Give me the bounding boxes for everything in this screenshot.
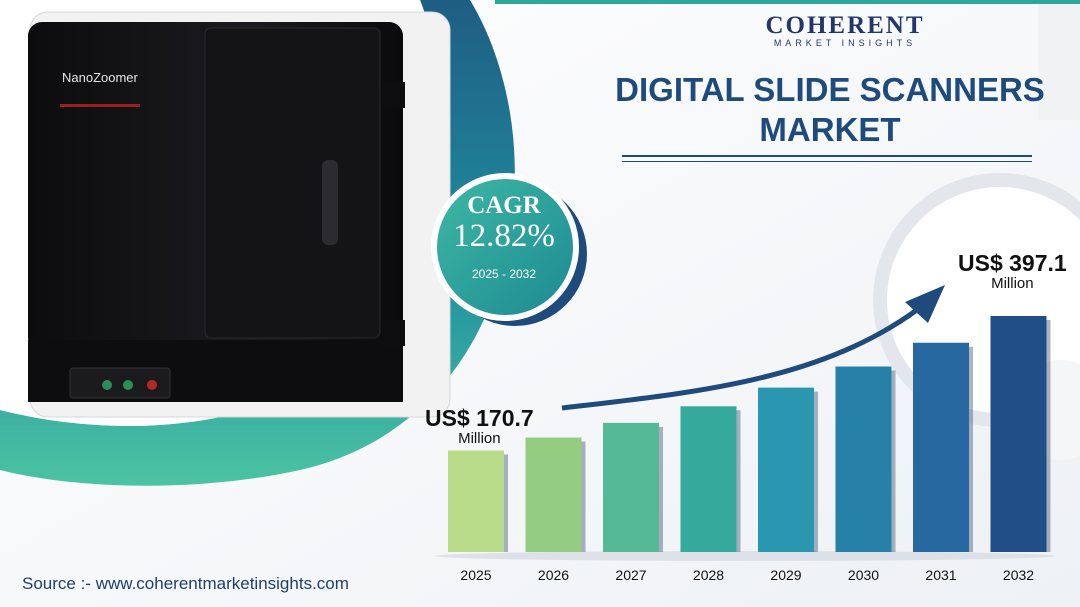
bar-2029 bbox=[758, 387, 814, 552]
bar-shadow bbox=[736, 410, 741, 552]
tick-label-2031: 2031 bbox=[925, 567, 956, 583]
trend-arrowhead bbox=[905, 285, 945, 323]
x-axis-ticks: 2025 2026 2027 2028 2029 2030 2031 2032 bbox=[460, 567, 1034, 583]
bar-shadow bbox=[1046, 320, 1051, 552]
bars-group bbox=[435, 316, 1055, 561]
bar-shadow bbox=[504, 454, 508, 552]
bar-shadow bbox=[814, 391, 818, 552]
start-amount: US$ 170.7 bbox=[425, 405, 534, 431]
cagr-value: 12.82% bbox=[453, 218, 555, 254]
cagr-label: CAGR bbox=[467, 192, 541, 219]
cagr-period: 2025 - 2032 bbox=[471, 267, 537, 281]
end-amount: US$ 397.1 bbox=[958, 250, 1067, 276]
bar-shadow bbox=[659, 426, 663, 552]
bar-2026 bbox=[525, 437, 582, 552]
brand-name: COHERENT bbox=[765, 12, 925, 39]
tick-label-2025: 2025 bbox=[460, 567, 491, 583]
chart-floor-shadow bbox=[435, 551, 1055, 561]
end-unit: Million bbox=[991, 275, 1034, 292]
title-divider bbox=[622, 155, 1032, 157]
device-brand-mark: NanoZoomer bbox=[62, 70, 139, 85]
tick-label-2029: 2029 bbox=[770, 567, 801, 583]
tick-label-2027: 2027 bbox=[615, 567, 646, 583]
tick-label-2032: 2032 bbox=[1003, 567, 1034, 583]
bar-2031 bbox=[913, 342, 969, 552]
tick-label-2026: 2026 bbox=[538, 567, 569, 583]
start-value-label: US$ 170.7 Million bbox=[425, 405, 534, 447]
bar-2030 bbox=[835, 366, 892, 552]
bar-2032 bbox=[990, 316, 1047, 552]
bar-2025 bbox=[448, 450, 504, 552]
tick-label-2030: 2030 bbox=[848, 567, 879, 583]
trend-arrow bbox=[561, 298, 932, 411]
bar-shadow bbox=[581, 441, 586, 552]
end-value-label: US$ 397.1 Million bbox=[958, 250, 1067, 292]
bar-shadow bbox=[969, 346, 973, 552]
bar-shadow bbox=[891, 370, 896, 552]
title-divider-thin bbox=[622, 161, 1032, 162]
source-link[interactable]: Source :- www.coherentmarketinsights.com bbox=[22, 574, 349, 593]
tick-label-2028: 2028 bbox=[693, 567, 724, 583]
bar-2027 bbox=[603, 422, 659, 552]
page-title: DIGITAL SLIDE SCANNERS MARKET bbox=[615, 71, 1045, 148]
slide-scanner-image: NanoZoomer bbox=[28, 11, 451, 418]
cagr-badge: CAGR 12.82% 2025 - 2032 bbox=[425, 180, 583, 310]
bar-2028 bbox=[680, 406, 737, 552]
brand-tagline: MARKET INSIGHTS bbox=[773, 38, 917, 48]
brand-logo: COHERENT MARKET INSIGHTS bbox=[740, 12, 950, 48]
start-unit: Million bbox=[458, 430, 501, 447]
